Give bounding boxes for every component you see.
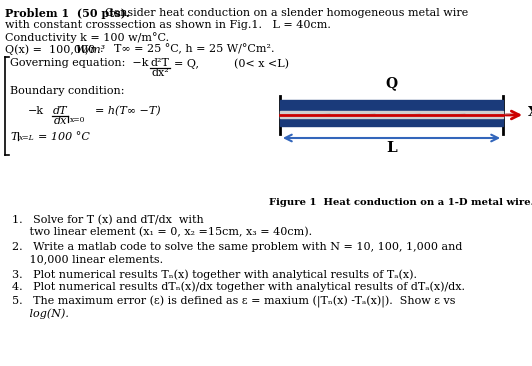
- Text: W/m³: W/m³: [75, 44, 105, 54]
- Text: two linear element (x₁ = 0, x₂ =15cm, x₃ = 40cm).: two linear element (x₁ = 0, x₂ =15cm, x₃…: [12, 227, 312, 237]
- Text: Q: Q: [386, 76, 397, 90]
- Text: = Q,          (0< x <L): = Q, (0< x <L): [174, 58, 289, 68]
- Text: log(N).: log(N).: [12, 308, 69, 318]
- Text: 5.   The maximum error (ε) is defined as ε = maxium (|Tₙ(x) -Tₐ(x)|).  Show ε vs: 5. The maximum error (ε) is defined as ε…: [12, 296, 455, 308]
- Text: = 100 °C: = 100 °C: [38, 132, 90, 142]
- Text: X: X: [528, 107, 532, 120]
- Text: Conductivity k = 100 w/m°C.: Conductivity k = 100 w/m°C.: [5, 32, 169, 43]
- Text: 10,000 linear elements.: 10,000 linear elements.: [12, 254, 163, 264]
- Text: dx²: dx²: [151, 68, 169, 78]
- Bar: [280, 114, 503, 126]
- Text: Figure 1  Heat conduction on a 1-D metal wire.: Figure 1 Heat conduction on a 1-D metal …: [269, 198, 532, 207]
- Text: 2.   Write a matlab code to solve the same problem with N = 10, 100, 1,000 and: 2. Write a matlab code to solve the same…: [12, 242, 462, 252]
- Text: Governing equation:  −k: Governing equation: −k: [10, 58, 148, 68]
- Text: 3.   Plot numerical results Tₙ(x) together with analytical results of Tₐ(x).: 3. Plot numerical results Tₙ(x) together…: [12, 269, 417, 280]
- Text: dT: dT: [53, 106, 67, 116]
- Bar: [280, 100, 503, 112]
- Text: .   T∞ = 25 °C, h = 25 W/°Cm².: . T∞ = 25 °C, h = 25 W/°Cm².: [100, 44, 275, 55]
- Text: Boundary condition:: Boundary condition:: [10, 86, 124, 96]
- Text: x=0: x=0: [70, 116, 86, 124]
- Text: x=L: x=L: [19, 134, 35, 142]
- Text: d²T: d²T: [151, 58, 169, 68]
- Text: with constant crosssection as shown in Fig.1.   L = 40cm.: with constant crosssection as shown in F…: [5, 20, 331, 30]
- Text: Problem 1  (50 pts).: Problem 1 (50 pts).: [5, 8, 130, 19]
- Text: L: L: [386, 141, 397, 155]
- Text: 1.   Solve for T (x) and dT/dx  with: 1. Solve for T (x) and dT/dx with: [12, 215, 204, 225]
- Bar: [280, 111, 503, 118]
- Text: Q(x) =  100,000: Q(x) = 100,000: [5, 44, 99, 55]
- Text: dx: dx: [53, 116, 66, 126]
- Text: 4.   Plot numerical results dTₙ(x)/dx together with analytical results of dTₐ(x): 4. Plot numerical results dTₙ(x)/dx toge…: [12, 281, 465, 292]
- Text: −k: −k: [28, 106, 44, 116]
- Text: T: T: [10, 132, 18, 142]
- Text: Consider heat conduction on a slender homogeneous metal wire: Consider heat conduction on a slender ho…: [98, 8, 468, 18]
- Text: = h(T∞ −T): = h(T∞ −T): [95, 106, 161, 116]
